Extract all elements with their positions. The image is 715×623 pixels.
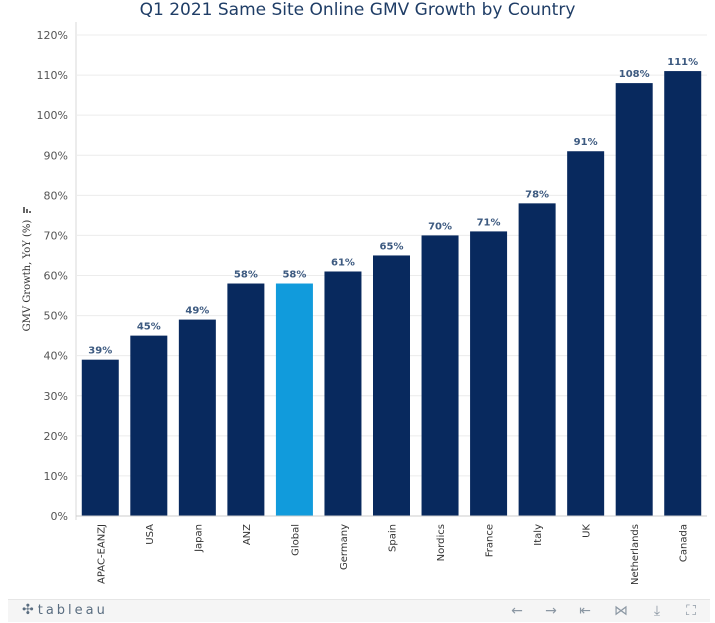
data-label: 111%	[667, 57, 698, 68]
bar-global	[275, 283, 313, 516]
y-tick-label: 120%	[37, 29, 68, 42]
chart-title: Q1 2021 Same Site Online GMV Growth by C…	[139, 0, 576, 20]
data-label: 45%	[137, 322, 161, 333]
bar-anz	[227, 283, 265, 516]
sort-icon-bar	[29, 211, 31, 213]
redo-icon[interactable]: →	[545, 603, 557, 619]
data-label: 78%	[525, 189, 549, 200]
bar-germany	[324, 271, 362, 516]
sort-icon-bar	[26, 209, 28, 213]
undo-icon[interactable]: ←	[511, 603, 523, 619]
bar-spain	[373, 255, 410, 517]
bar-canada	[664, 71, 702, 516]
x-tick-label: ANZ	[242, 524, 253, 545]
share-icon[interactable]: ⋈	[614, 603, 628, 619]
y-tick-label: 90%	[44, 149, 68, 162]
x-tick-label: Japan	[193, 524, 204, 553]
data-label: 58%	[282, 270, 306, 281]
y-tick-label: 20%	[44, 430, 68, 443]
bar-italy	[518, 203, 556, 516]
data-label: 71%	[477, 217, 501, 228]
data-label: 108%	[619, 69, 650, 80]
revert-icon[interactable]: ⇤	[579, 603, 591, 619]
bar-nordics	[421, 235, 459, 516]
x-tick-label: France	[485, 524, 496, 557]
x-tick-label: Canada	[679, 524, 690, 562]
bar-chart: 0% 10% 20% 30% 40% 50% 60% 70% 80% 90% 100% 110% 120…	[22, 22, 707, 585]
download-icon[interactable]: ⤓	[653, 603, 661, 619]
y-tick-label: 60%	[44, 270, 68, 283]
y-tick-label: 110%	[37, 69, 68, 82]
data-label: 91%	[574, 137, 598, 148]
bar-usa	[130, 335, 168, 516]
fullscreen-icon[interactable]: ⛶	[686, 603, 696, 619]
data-label: 65%	[380, 241, 404, 252]
x-tick-label: Spain	[388, 524, 399, 552]
x-tick-label: APAC-EANZJ	[96, 524, 107, 584]
x-tick-label: Italy	[533, 524, 544, 546]
sort-icon-bar	[23, 207, 25, 213]
tableau-logo-text: tableau	[37, 602, 108, 618]
tableau-logo[interactable]: ✣ tableau	[22, 602, 108, 618]
data-label: 49%	[185, 306, 209, 317]
bar-japan	[178, 319, 216, 516]
y-tick-label: 80%	[44, 189, 68, 202]
bar-france	[470, 231, 508, 517]
bar-uk	[567, 151, 605, 516]
y-tick-label: 70%	[44, 229, 68, 242]
y-tick-label: 50%	[44, 310, 68, 323]
x-tick-label: Germany	[339, 524, 350, 570]
y-tick-label: 0%	[51, 510, 68, 523]
tableau-cross-icon: ✣	[22, 602, 34, 618]
x-tick-label: Nordics	[436, 524, 447, 561]
y-tick-label: 10%	[44, 470, 68, 483]
x-tick-label: Global	[290, 524, 301, 556]
tableau-toolbar: ✣ tableau ← → ⇤ ⋈ ⤓ ⛶	[8, 599, 710, 622]
y-tick-label: 30%	[44, 390, 68, 403]
x-tick-label: UK	[582, 524, 593, 538]
bar-netherlands	[615, 83, 653, 516]
y-tick-label: 40%	[44, 350, 68, 363]
data-label: 39%	[88, 346, 112, 357]
bar-apac-eanzj	[81, 359, 119, 516]
y-axis-label: GMV Growth, YoY (%)	[22, 220, 33, 332]
x-tick-label: Netherlands	[630, 524, 641, 585]
sort-icon	[23, 207, 31, 213]
data-label: 61%	[331, 257, 355, 268]
y-tick-label: 100%	[37, 109, 68, 122]
data-label: 70%	[428, 221, 452, 232]
x-tick-label: USA	[145, 524, 156, 545]
chart-area: 0% 10% 20% 30% 40% 50% 60% 70% 80% 90% 100% 110% 120…	[0, 22, 715, 597]
data-label: 58%	[234, 270, 258, 281]
